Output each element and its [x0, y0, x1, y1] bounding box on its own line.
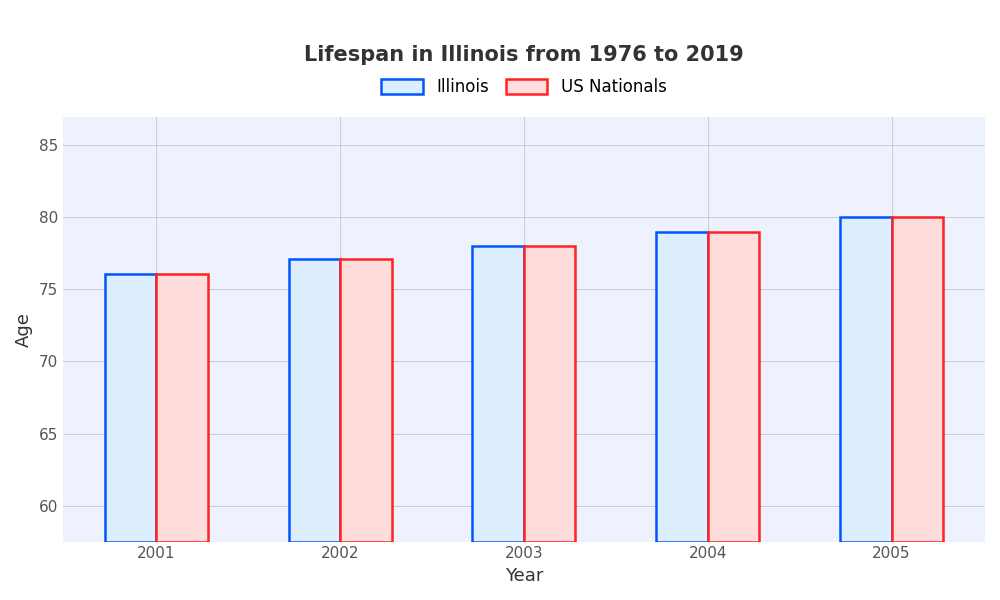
Bar — [892, 217, 943, 542]
Bar — [289, 259, 340, 542]
Bar — [656, 232, 708, 542]
Bar — [840, 217, 892, 542]
X-axis label: Year: Year — [505, 567, 543, 585]
Bar — [105, 274, 156, 542]
Bar — [524, 246, 575, 542]
Bar — [156, 274, 208, 542]
Bar — [708, 232, 759, 542]
Bar — [472, 246, 524, 542]
Title: Lifespan in Illinois from 1976 to 2019: Lifespan in Illinois from 1976 to 2019 — [304, 45, 744, 65]
Y-axis label: Age: Age — [15, 311, 33, 347]
Bar — [340, 259, 392, 542]
Legend: Illinois, US Nationals: Illinois, US Nationals — [373, 70, 675, 104]
